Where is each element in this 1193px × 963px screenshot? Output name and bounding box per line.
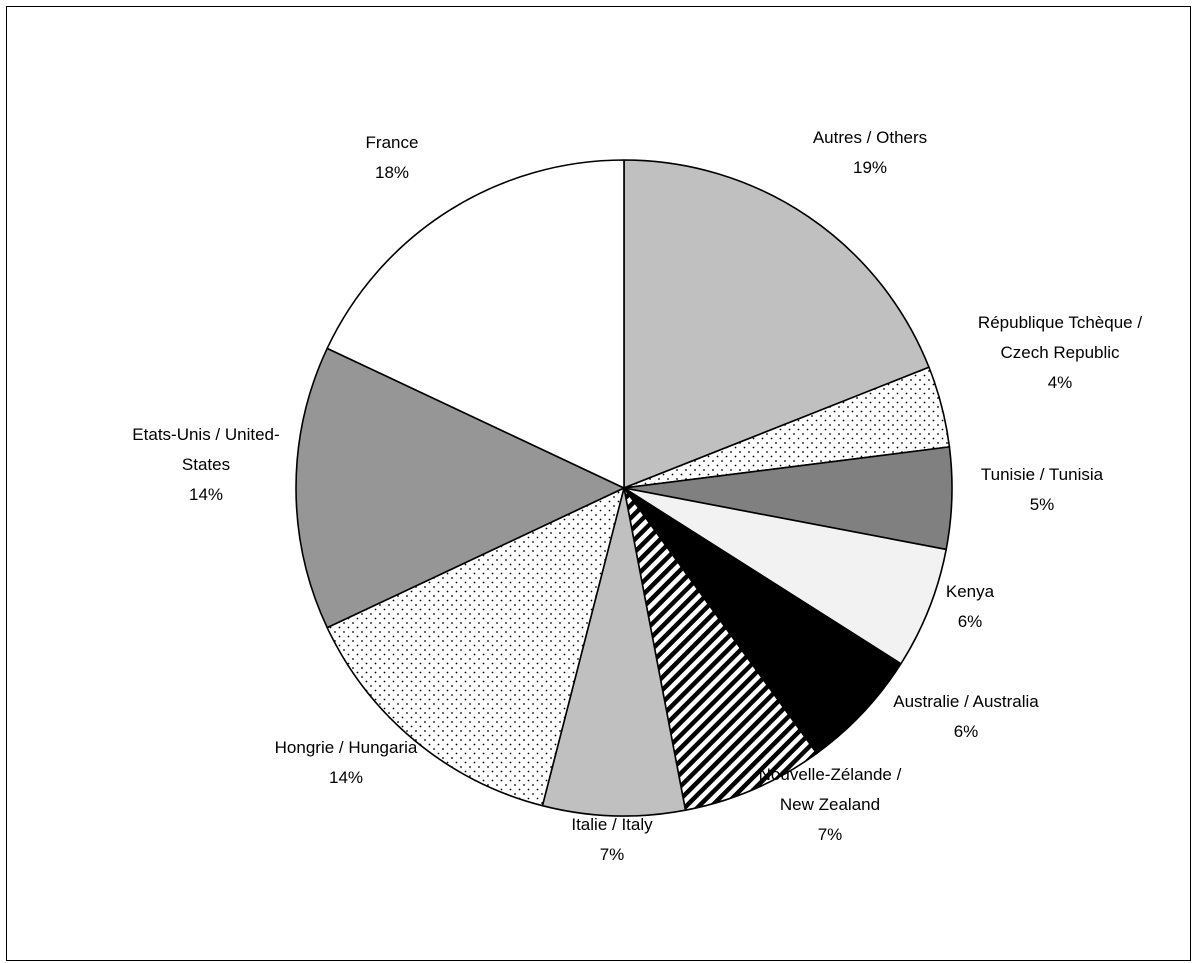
data-label-percent: 6% (954, 722, 979, 741)
pie-slice-italie-italy (541, 487, 687, 817)
pie-slice-kenya (623, 487, 947, 665)
data-label-name: République Tchèque / (978, 313, 1142, 332)
data-label-etats-unis-united-states: Etats-Unis / United- States 14% (132, 425, 279, 504)
data-label-percent: 18% (375, 163, 409, 182)
data-label-hongrie-hungaria: Hongrie / Hungaria 14% (275, 738, 418, 787)
data-label-percent: 7% (818, 825, 843, 844)
data-label-name: Hongrie / Hungaria (275, 738, 418, 757)
data-label-name: Nouvelle-Zélande / (759, 765, 902, 784)
data-label-kenya: Kenya 6% (946, 582, 995, 631)
data-label-name: New Zealand (780, 795, 880, 814)
data-label-autres-others: Autres / Others 19% (813, 128, 927, 177)
data-label-percent: 6% (958, 612, 983, 631)
data-label-name: France (366, 133, 419, 152)
data-label-name: Australie / Australia (893, 692, 1039, 711)
data-label-percent: 5% (1030, 495, 1055, 514)
data-label-name: States (182, 455, 230, 474)
pie-slice-hongrie-hungaria (326, 487, 625, 807)
pie-slice-nouvelle-zelande-new-zealand (623, 487, 818, 811)
data-label-percent: 19% (853, 158, 887, 177)
pie-slice-autres-others (623, 159, 930, 489)
data-label-percent: 4% (1048, 373, 1073, 392)
pie-slice-etats-unis-united-states (295, 347, 625, 629)
data-label-name: Italie / Italy (571, 815, 653, 834)
data-label-tunisie-tunisia: Tunisie / Tunisia 5% (981, 465, 1104, 514)
data-label-percent: 14% (189, 485, 223, 504)
data-label-percent: 14% (329, 768, 363, 787)
data-label-republique-tcheque-czech-republic: République Tchèque / Czech Republic 4% (978, 313, 1142, 392)
data-label-france: France 18% (366, 133, 419, 182)
data-label-name: Autres / Others (813, 128, 927, 147)
data-label-name: Etats-Unis / United- (132, 425, 279, 444)
data-label-name: Kenya (946, 582, 995, 601)
pie-slice-france (326, 159, 625, 489)
data-label-name: Tunisie / Tunisia (981, 465, 1104, 484)
pie-slice-australie-australia (623, 487, 902, 755)
data-label-australie-australia: Australie / Australia 6% (893, 692, 1039, 741)
data-label-name: Czech Republic (1000, 343, 1120, 362)
data-label-percent: 7% (600, 845, 625, 864)
data-label-nouvelle-zelande-new-zealand: Nouvelle-Zélande / New Zealand 7% (759, 765, 902, 844)
data-label-italie-italy: Italie / Italy 7% (571, 815, 653, 864)
